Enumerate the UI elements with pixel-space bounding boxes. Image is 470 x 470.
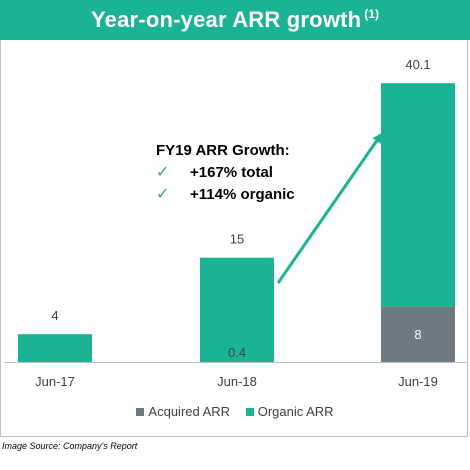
check-icon: ✓ [156,164,170,181]
legend-swatch [245,408,254,416]
bar-total-label: 40.1 [405,57,430,72]
chart-legend: Acquired ARR Organic ARR [0,404,470,419]
bar-total-label: 4 [51,308,58,323]
x-tick-label: Jun-18 [217,374,257,389]
legend-label: Organic ARR [257,404,334,419]
callout-heading: FY19 ARR Growth: [156,142,290,159]
legend-swatch [136,408,145,416]
bar-total-label: 15 [230,232,244,247]
callout-item: ✓ +167% total [156,162,295,184]
chart-title: Year-on-year ARR growth [91,7,362,32]
callout-item-text: +167% total [190,164,273,181]
image-source-note: Image Source: Company's Report [2,441,138,451]
chart-plot: 4 Jun-17 15 0.4 Jun-18 8 40.1 Jun-19 [4,57,468,389]
bar-acquired [381,306,455,362]
growth-arrow [276,132,383,284]
bar-organic [200,257,274,362]
x-tick-label: Jun-17 [35,374,75,389]
callout-item-text: +114% organic [190,186,295,203]
title-footnote: (1) [364,6,379,21]
bar-inner-label: 0.4 [228,345,246,360]
legend-label: Acquired ARR [148,404,231,419]
growth-callout: FY19 ARR Growth: ✓ +167% total ✓ +114% org… [156,140,295,206]
bar-organic [381,83,455,307]
x-tick-label: Jun-19 [398,374,438,389]
legend-item: Acquired ARR [136,404,230,419]
callout-item: ✓ +114% organic [156,184,295,206]
check-icon: ✓ [156,186,170,203]
bar-segment-label: 8 [414,327,421,342]
bar-organic [18,334,92,362]
legend-item: Organic ARR [245,404,334,419]
chart-header: Year-on-year ARR growth (1) [0,0,470,40]
